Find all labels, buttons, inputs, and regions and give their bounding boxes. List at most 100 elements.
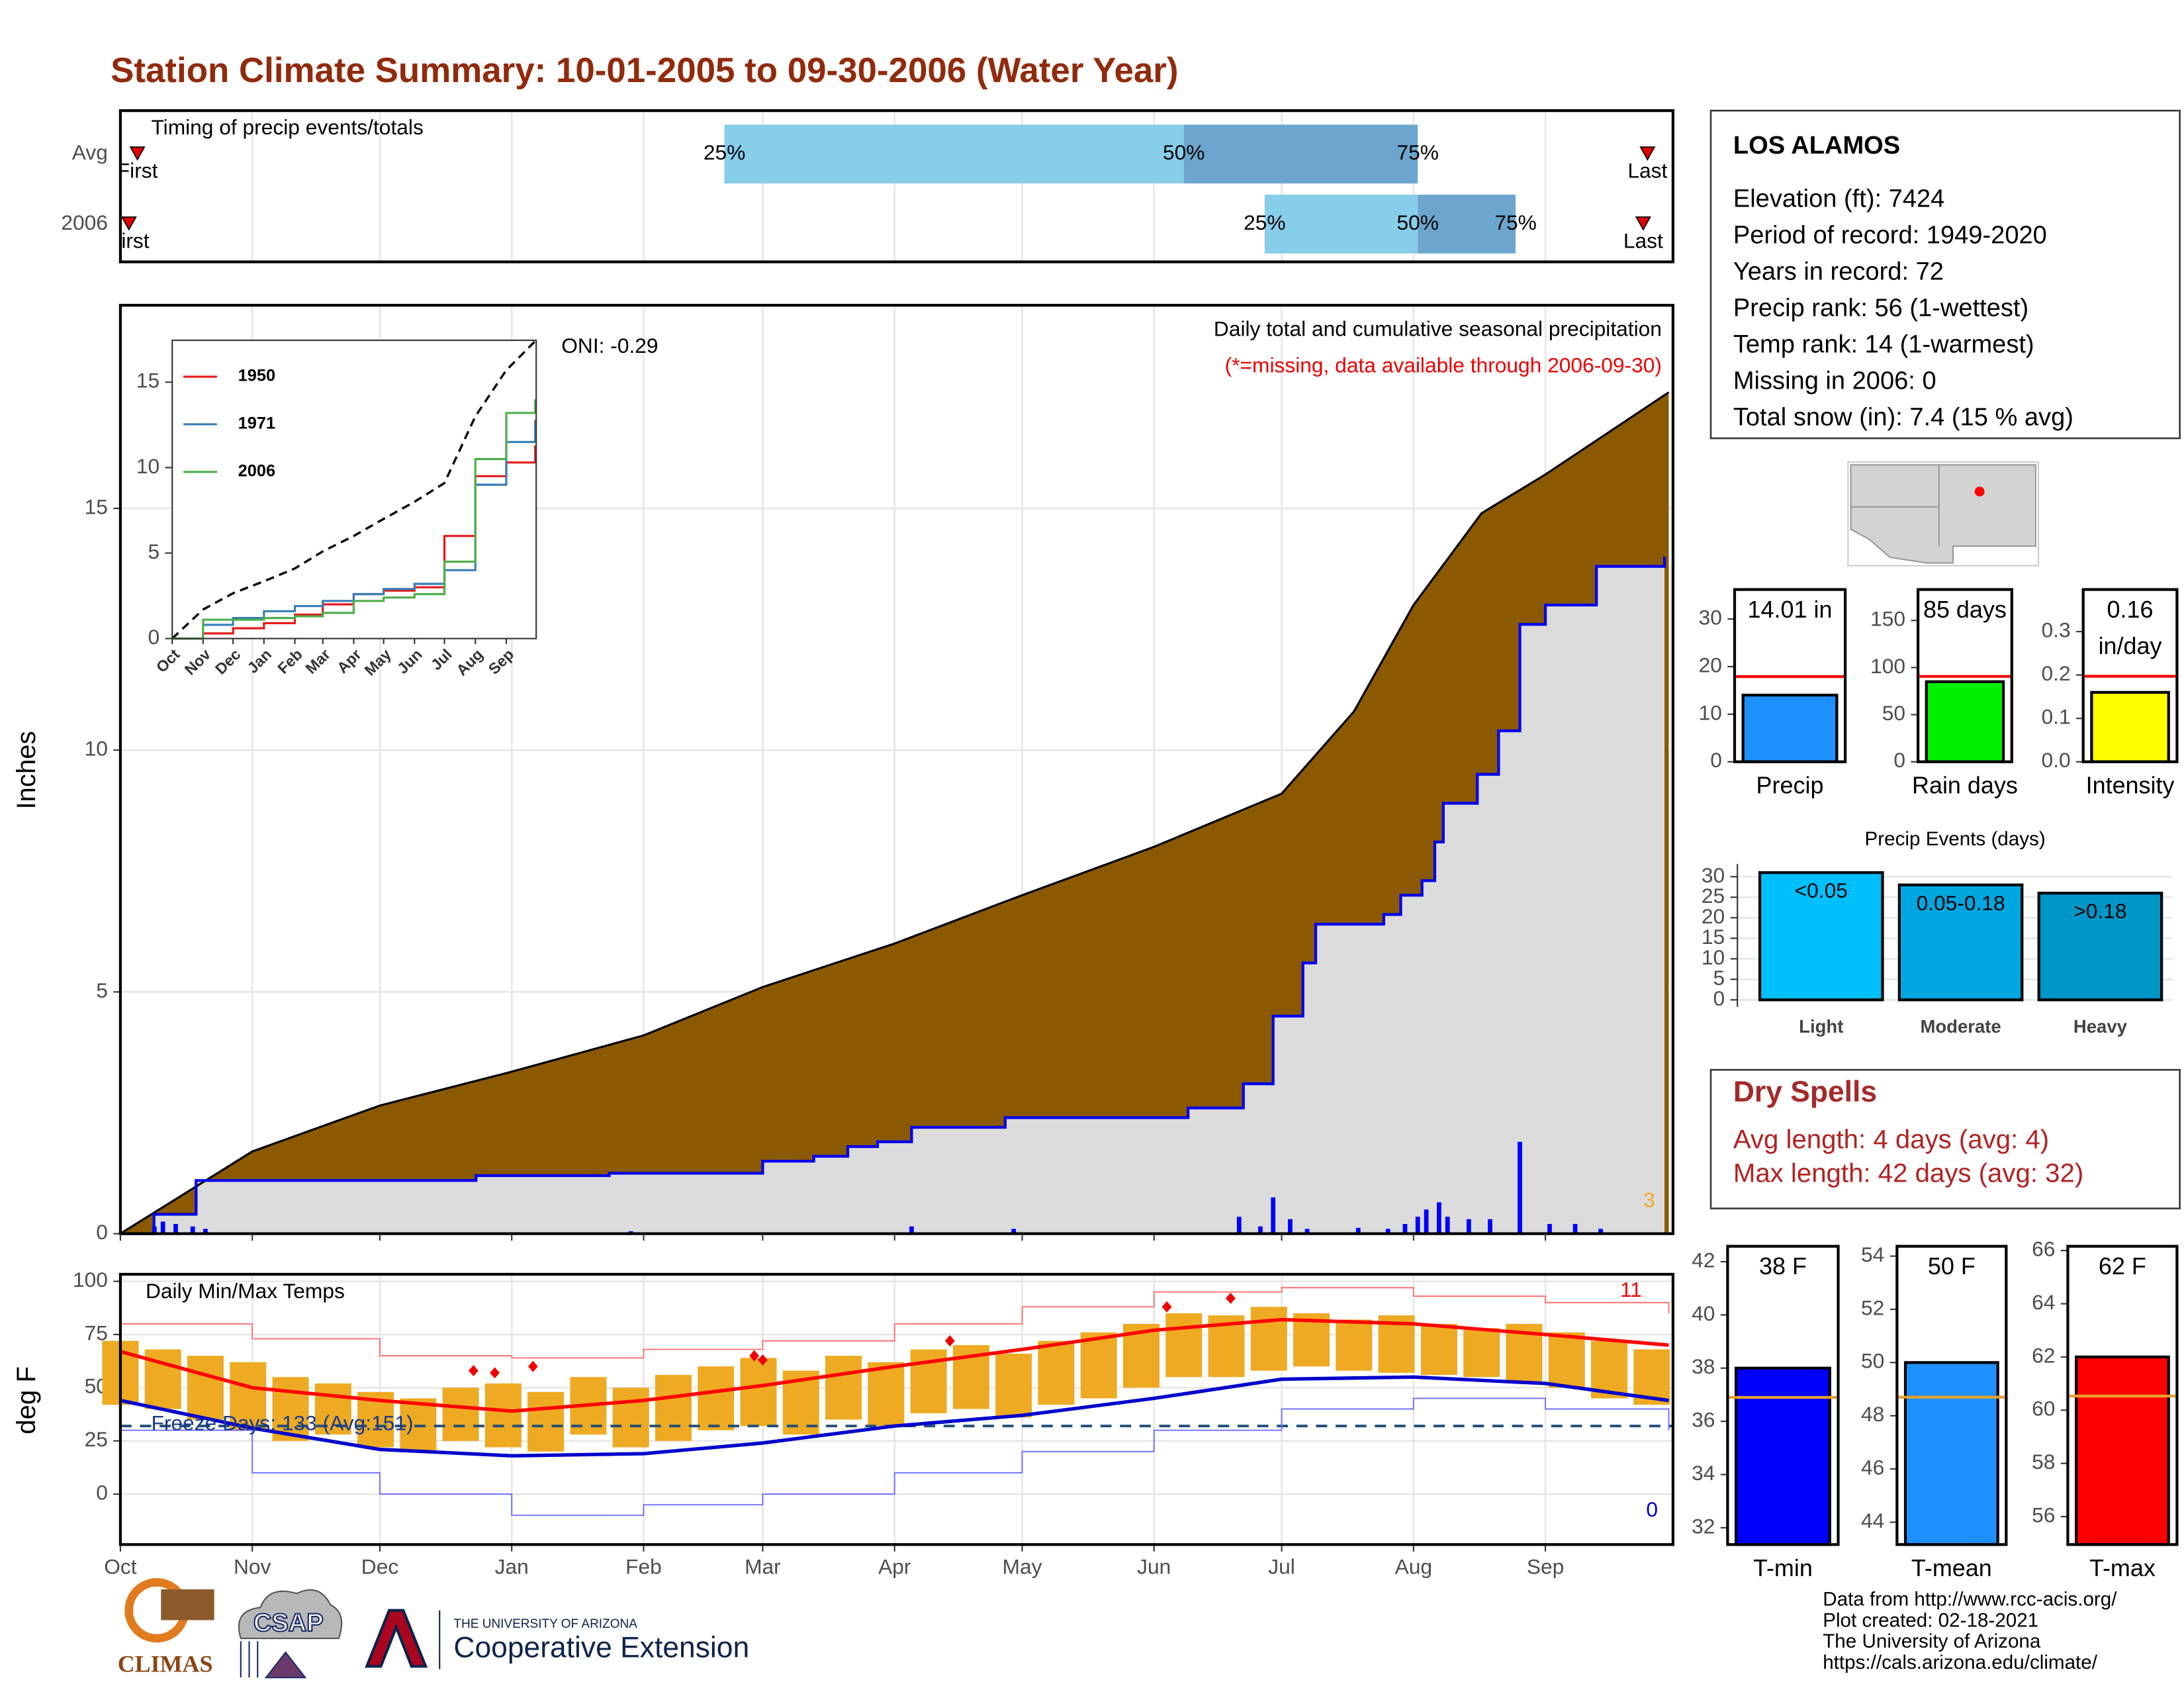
y-tick-label: 32 (1692, 1514, 1715, 1538)
logos: CLIMAS CSAP THE UNIVERSITY OF ARIZONA Co… (118, 1578, 749, 1679)
panel-frame (118, 109, 1674, 263)
value-label: 14.01 in (1747, 596, 1833, 624)
daily-precip-bar (1271, 1197, 1276, 1234)
y-tick-label: 15 (136, 369, 159, 393)
daily-precip-bar (1258, 1226, 1263, 1234)
observed-area (120, 557, 1665, 1234)
panel-title: Daily total and cumulative seasonal prec… (1214, 317, 1662, 341)
timing-label: First (117, 159, 158, 183)
bar-frame (1726, 1244, 1840, 1546)
y-tick-label: 5 (1713, 966, 1725, 990)
daily-temp-range (1590, 1340, 1627, 1399)
university-name: THE UNIVERSITY OF ARIZONA (453, 1617, 637, 1631)
quartile-bar (1183, 124, 1418, 184)
x-axis-label: Intensity (2086, 771, 2175, 798)
ua-mark (365, 1609, 428, 1668)
daily-temp-range (272, 1377, 309, 1441)
x-tick-label: Dec (361, 1555, 399, 1579)
station-line: Precip rank: 56 (1-wettest) (1733, 295, 2028, 322)
daily-precip-bar (1466, 1219, 1471, 1234)
y-tick-label: 66 (2032, 1237, 2055, 1261)
y-tick-label: 0.2 (2042, 661, 2071, 685)
daily-precip-bar (1547, 1224, 1552, 1234)
daily-temp-range (1548, 1332, 1585, 1388)
record-high-marker (468, 1365, 478, 1377)
y-tick-label: 10 (85, 737, 108, 761)
value-label-box: 50 F (1928, 1253, 1976, 1280)
bar-frame (2081, 588, 2179, 763)
bar (1741, 693, 1839, 763)
y-tick-label: 56 (2032, 1503, 2055, 1526)
value-label-box: 14.01 in (1747, 596, 1833, 624)
x-axis-label: T-min (1753, 1554, 1813, 1581)
y-tick-label: 10 (1702, 945, 1725, 969)
y-tick-label: 5 (96, 978, 108, 1002)
normal-max-line (120, 1317, 1669, 1413)
y-tick-label: 40 (1692, 1301, 1715, 1325)
quantile-label: 75% (1494, 211, 1536, 234)
y-tick-label: 10 (136, 454, 159, 478)
x-tick-label: Heavy (2073, 1016, 2128, 1037)
daily-temp-range (1336, 1319, 1373, 1371)
quartile-bar (724, 124, 1184, 184)
bar (2037, 892, 2163, 1002)
daily-temp-range (1080, 1332, 1117, 1399)
daily-precip-bar (1011, 1229, 1017, 1234)
map-border (1850, 465, 1940, 547)
bar-frame (2066, 1244, 2179, 1546)
value-label: 85 days (1923, 596, 2007, 624)
footer-line: https://cals.arizona.edu/climate/ (1823, 1652, 2098, 1673)
bin-label: <0.05 (1795, 878, 1848, 902)
x-tick-label: Moderate (1920, 1016, 2001, 1037)
bar (1925, 680, 2005, 763)
daily-temp-range (868, 1362, 905, 1427)
dry-spells-box: Dry Spells (1709, 1068, 2181, 1209)
y-tick-label: 48 (1861, 1402, 1884, 1426)
y-tick-label: 46 (1861, 1455, 1884, 1479)
climas-mark (161, 1589, 214, 1620)
y-tick-label: 0.1 (2042, 705, 2071, 729)
bar (2090, 690, 2170, 763)
daily-temp-range (442, 1387, 479, 1441)
daily-precip-bar (203, 1229, 208, 1234)
y-tick-label: 20 (1702, 904, 1725, 928)
average-line (171, 340, 536, 639)
timing-marker (129, 146, 146, 161)
dry-spells-title: Dry Spells (1733, 1076, 1877, 1108)
timing-marker (120, 216, 137, 231)
dry-spell-line: Avg length: 4 days (avg: 4) (1733, 1125, 2049, 1154)
timing-marker (1635, 216, 1651, 231)
x-tick-label: May (1003, 1555, 1042, 1579)
record-low-count: 0 (1646, 1497, 1658, 1521)
y-axis-label: deg F (11, 1366, 41, 1434)
daily-precip-bar (1355, 1227, 1361, 1234)
oni-annotation: ONI: -0.29 (561, 334, 658, 357)
csap-mark (240, 1641, 307, 1679)
timing-marker (1639, 146, 1656, 161)
bin-label: >0.18 (2073, 899, 2126, 923)
y-tick-label: 30 (1699, 606, 1722, 630)
x-tick-label: Feb (625, 1555, 662, 1579)
x-axis-label: Rain days (1912, 771, 2018, 798)
y-tick-label: 60 (2032, 1397, 2055, 1421)
value-label: 62 F (2098, 1253, 2146, 1280)
x-tick-label: Mar (745, 1555, 781, 1579)
extension-name: Cooperative Extension (453, 1632, 749, 1664)
y-tick-label: 58 (2032, 1450, 2055, 1474)
daily-temp-range (698, 1366, 735, 1430)
station-name: LOS ALAMOS (1733, 132, 1900, 160)
station-line: Period of record: 1949-2020 (1733, 222, 2047, 250)
daily-precip-bar (1518, 1141, 1522, 1234)
observed-line (120, 557, 1666, 1235)
value-label-box: 85 days (1923, 596, 2007, 624)
daily-temp-range (1038, 1340, 1075, 1405)
value-label: 0.16 in/day (2098, 596, 2162, 661)
x-axis-label: T-mean (1911, 1554, 1992, 1581)
x-tick-label: Oct (104, 1555, 137, 1579)
y-tick-label: 0.3 (2042, 618, 2071, 642)
csap-logo: CSAP (253, 1609, 324, 1637)
x-tick-label: Apr (878, 1555, 911, 1579)
daily-precip-bar (1424, 1209, 1429, 1234)
y-tick-label: 50 (1861, 1349, 1884, 1373)
